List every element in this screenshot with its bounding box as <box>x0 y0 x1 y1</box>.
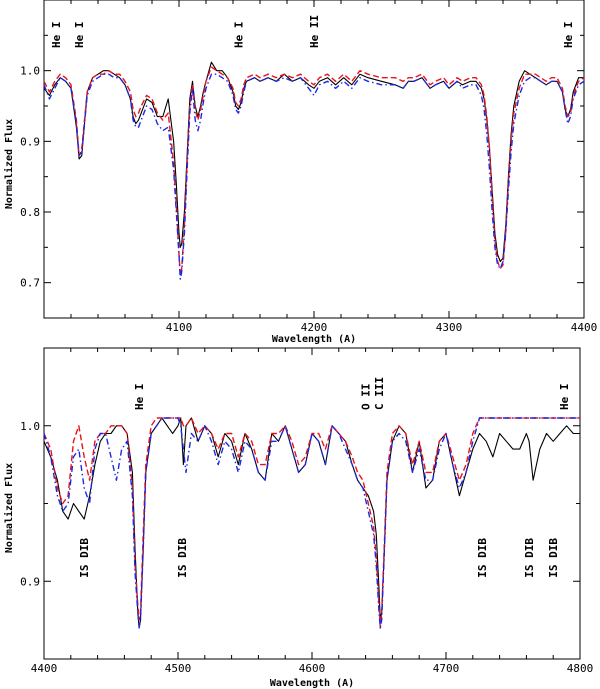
x-tick-label: 4400 <box>31 662 58 675</box>
line-annotation: O II <box>360 384 373 411</box>
line-annotation: IS DIB <box>476 538 489 578</box>
x-tick-label: 4600 <box>299 662 326 675</box>
plot-frame-bottom <box>43 347 581 660</box>
series-line-model-blue <box>43 417 580 629</box>
x-tick-label: 4200 <box>301 321 328 334</box>
series-line-model-red <box>43 417 580 629</box>
x-axis-label-top: Wavelength (A) <box>272 334 356 345</box>
y-tick-label: 1.0 <box>20 65 40 78</box>
y-axis-label-bottom: Normalized Flux <box>3 463 15 553</box>
x-axis-label-bottom: Wavelength (A) <box>270 678 354 689</box>
line-annotation: IS DIB <box>547 538 560 578</box>
line-annotation: IS DIB <box>176 538 189 578</box>
tick-group-bottom: 4400 4500 4600 4700 4800 0.9 1.0 <box>20 347 594 675</box>
line-annotation: C III <box>373 377 386 410</box>
series-group-bottom <box>43 417 580 629</box>
x-tick-label: 4100 <box>166 321 193 334</box>
line-annotation: He I <box>562 22 575 49</box>
series-line-observed <box>43 417 580 629</box>
series-line-model-blue <box>43 73 585 280</box>
line-annotation: He I <box>50 22 63 49</box>
y-tick-label: 0.9 <box>20 135 40 148</box>
x-tick-label: 4400 <box>571 321 598 334</box>
y-axis-label-top: Normalized Flux <box>3 119 15 209</box>
x-tick-label: 4300 <box>436 321 463 334</box>
line-annotation: IS DIB <box>78 538 91 578</box>
tick-group-top: 4100 4200 4300 4400 0.7 0.8 0.9 1.0 <box>20 0 597 334</box>
line-annotation: He I <box>558 384 571 411</box>
annotation-group-bottom: He I O II C III He I IS DIB IS DIB IS DIB IS DI… <box>78 377 571 578</box>
line-annotation: He I <box>133 384 146 411</box>
line-annotation: IS DIB <box>523 538 536 578</box>
series-group-top <box>43 61 585 280</box>
series-line-model-red <box>43 66 585 277</box>
y-tick-label: 0.8 <box>20 206 40 219</box>
annotation-group-top: He I He I He I He II He I <box>50 15 575 48</box>
line-annotation: He I <box>73 22 86 49</box>
x-tick-label: 4700 <box>433 662 460 675</box>
x-tick-label: 4500 <box>165 662 192 675</box>
y-tick-label: 0.7 <box>20 277 40 290</box>
y-tick-label: 0.9 <box>20 575 40 588</box>
line-annotation: He I <box>232 22 245 49</box>
series-line-observed <box>43 61 584 263</box>
y-tick-label: 1.0 <box>20 420 40 433</box>
x-tick-label: 4800 <box>567 662 594 675</box>
panel-bottom: 4400 4500 4600 4700 4800 0.9 1.0 He I O II C III… <box>3 347 594 689</box>
line-annotation: He II <box>308 15 321 48</box>
